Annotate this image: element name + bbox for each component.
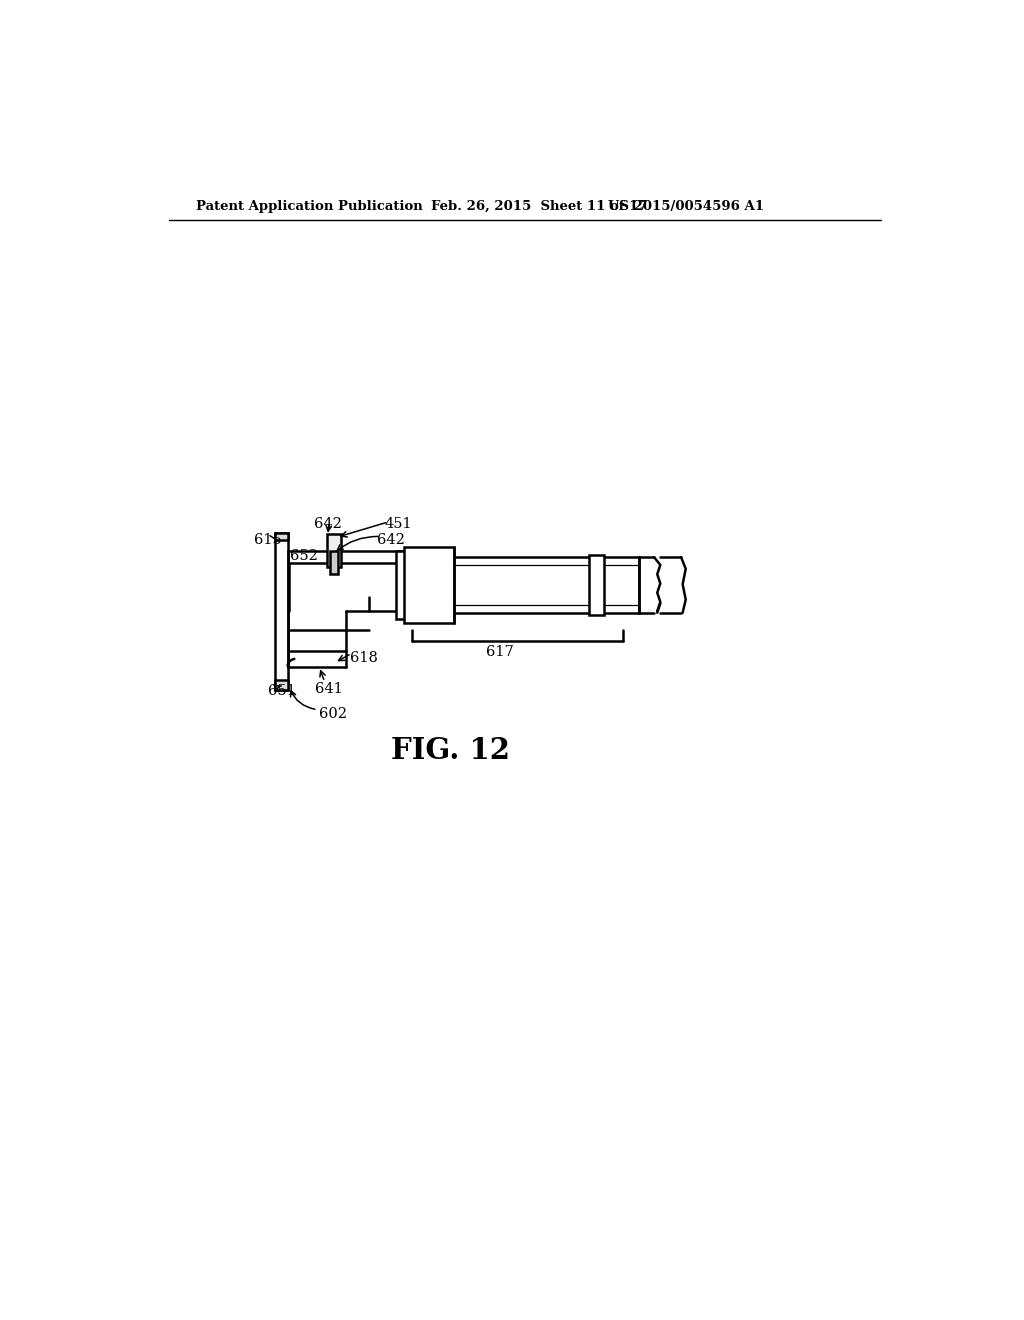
Bar bbox=[396, 552, 412, 619]
Text: US 2015/0054596 A1: US 2015/0054596 A1 bbox=[608, 199, 764, 213]
Bar bbox=[275, 533, 288, 689]
Text: 642: 642 bbox=[313, 517, 342, 531]
Bar bbox=[589, 554, 604, 615]
Text: 615: 615 bbox=[254, 533, 282, 548]
Text: Patent Application Publication: Patent Application Publication bbox=[196, 199, 423, 213]
Bar bbox=[275, 681, 288, 689]
Text: FIG. 12: FIG. 12 bbox=[390, 737, 510, 764]
Text: 451: 451 bbox=[385, 517, 413, 531]
Text: 602: 602 bbox=[319, 706, 347, 721]
Text: 641: 641 bbox=[315, 682, 343, 696]
Bar bbox=[403, 548, 454, 623]
Text: 651: 651 bbox=[267, 684, 295, 697]
Text: 642: 642 bbox=[377, 533, 404, 546]
Bar bbox=[275, 533, 288, 540]
Text: Feb. 26, 2015  Sheet 11 of 17: Feb. 26, 2015 Sheet 11 of 17 bbox=[431, 199, 647, 213]
Text: 652: 652 bbox=[290, 549, 317, 562]
Text: 618: 618 bbox=[350, 651, 378, 665]
Text: 617: 617 bbox=[486, 645, 514, 659]
Bar bbox=[330, 552, 338, 574]
Bar bbox=[403, 557, 639, 612]
Bar bbox=[327, 535, 341, 566]
